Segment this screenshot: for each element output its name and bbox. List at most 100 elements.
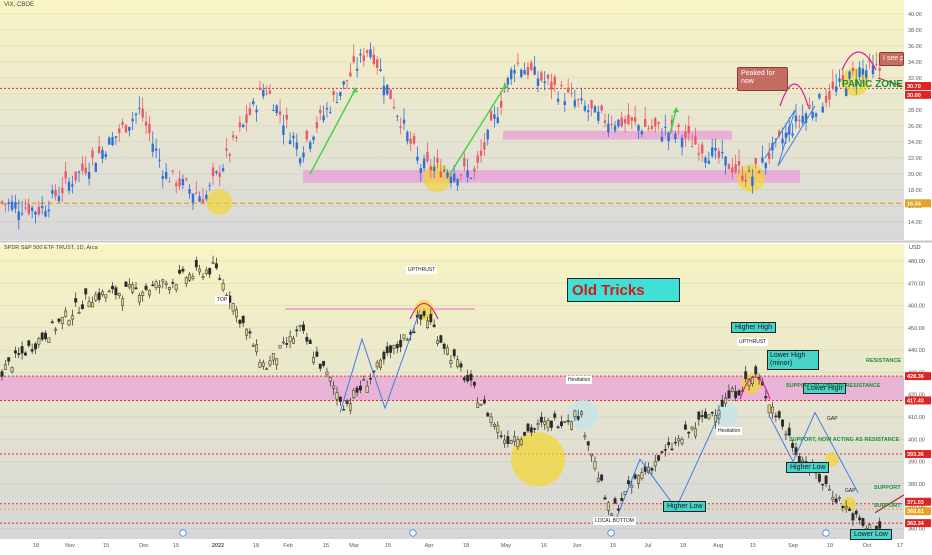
vix-candle-body xyxy=(231,135,235,138)
vix-candle-body xyxy=(677,124,680,128)
vix-candle-body xyxy=(432,166,436,171)
spy-candle-body xyxy=(221,283,225,291)
vix-green-arrowhead xyxy=(673,107,679,113)
vix-candle-body xyxy=(587,110,590,113)
vix-candle-body xyxy=(144,121,148,126)
vix-price-tag-3-bg xyxy=(905,199,931,208)
vix-candle-body xyxy=(731,167,734,173)
vix-candle-body xyxy=(734,164,737,172)
spy-candle-body xyxy=(613,498,617,504)
spy-candle-body xyxy=(308,339,312,344)
spy-candle-body xyxy=(824,475,828,485)
vix-candle-body xyxy=(684,131,687,138)
panic-zone-label: PANIC ZONE xyxy=(842,79,903,90)
vix-axis-tick-label: 32.00 xyxy=(908,76,922,82)
time-axis-bg xyxy=(0,539,904,550)
vix-candle-body xyxy=(828,91,831,100)
vix-green-trend-arrow xyxy=(449,85,506,175)
vix-candle-body xyxy=(268,90,272,94)
spy-candle-body xyxy=(851,513,855,521)
vix-green-arrowhead xyxy=(352,87,358,93)
vix-candle-body xyxy=(94,162,97,172)
spy-candle-body xyxy=(496,425,500,433)
vix-candle-body xyxy=(516,62,520,64)
vix-candle-body xyxy=(242,124,245,127)
spy-candle-body xyxy=(720,400,724,407)
vix-green-arrowhead xyxy=(502,83,508,89)
spy-candle-body xyxy=(533,428,537,430)
lower-high-minor-label: Lower High (minor) xyxy=(767,350,819,370)
i-see-note: I see pa xyxy=(879,52,904,66)
vix-candle-body xyxy=(121,122,124,125)
spy-price-tag: 362.34 xyxy=(907,521,925,527)
vix-candle-body xyxy=(148,123,151,134)
vix-candle-body xyxy=(164,171,168,179)
vix-axis-tick-label: 28.00 xyxy=(908,108,922,114)
spy-candle-body xyxy=(771,406,774,414)
vix-candle-body xyxy=(345,80,349,82)
vix-candle-body xyxy=(101,150,104,159)
vix-candle-body xyxy=(647,128,650,130)
vix-candle-body xyxy=(714,147,717,151)
spy-magenta-arc xyxy=(739,376,771,400)
spy-candle-body xyxy=(784,433,788,436)
spy-candle-body xyxy=(432,324,436,328)
vix-candle-body xyxy=(118,128,121,133)
vix-candle-body xyxy=(848,71,851,79)
vix-magenta-arc-2 xyxy=(841,51,877,71)
spy-candle-body xyxy=(697,411,701,420)
vix-candle-body xyxy=(530,62,533,70)
spy-candle-body xyxy=(838,497,841,499)
spy-candle-body xyxy=(459,363,463,368)
spy-candle-body xyxy=(737,390,741,396)
vix-candle-body xyxy=(178,178,181,187)
spy-candle-body xyxy=(395,344,399,349)
vix-candle-body xyxy=(57,196,61,202)
spy-axis-tick-label: 360.00 xyxy=(908,526,925,532)
spy-candle-body xyxy=(519,439,523,446)
spy-candle-body xyxy=(576,416,580,420)
spy-candle-body xyxy=(281,341,285,344)
vix-candle-body xyxy=(382,85,386,96)
time-axis-label: 15 xyxy=(750,543,756,549)
hesitation-label-1: Hesitation xyxy=(566,376,593,384)
spy-candle-body xyxy=(637,475,640,484)
time-axis-label: 18 xyxy=(680,543,686,549)
vix-candle-body xyxy=(623,119,627,124)
vix-candle-body xyxy=(878,68,881,71)
spy-candle-body xyxy=(137,294,141,303)
spy-candle-body xyxy=(399,339,403,348)
vix-axis-tick-label: 38.00 xyxy=(908,28,922,34)
spy-candle-body xyxy=(154,281,158,288)
spy-candle-body xyxy=(385,346,389,353)
vix-candle-body xyxy=(436,157,439,163)
vix-candle-body xyxy=(419,168,422,173)
vix-candle-body xyxy=(463,157,466,167)
vix-candle-body xyxy=(7,202,10,204)
support-acting-resistance-label: SUPPORT ACTING AS RESISTANCE xyxy=(786,383,881,389)
vix-candle-body xyxy=(737,161,741,166)
vix-candle-body xyxy=(359,53,362,56)
vix-candle-body xyxy=(469,177,473,179)
spy-candle-body xyxy=(134,287,138,289)
spy-candle-body xyxy=(633,474,637,479)
time-axis-label: Apr xyxy=(425,543,434,549)
spy-candle-body xyxy=(342,409,346,411)
spy-candle-body xyxy=(764,396,768,399)
spy-candle-body xyxy=(335,392,339,400)
spy-candle-body xyxy=(328,377,332,382)
vix-candle-body xyxy=(376,59,379,68)
vix-candle-body xyxy=(590,100,593,109)
vix-candle-body xyxy=(158,159,161,161)
spy-candle-body xyxy=(734,391,738,399)
spy-candle-body xyxy=(168,287,171,291)
spy-candle-body xyxy=(245,328,249,336)
vix-axis-tick-label: 24.00 xyxy=(908,140,922,146)
vix-candle-body xyxy=(747,170,751,172)
vix-candle-body xyxy=(798,119,801,121)
vix-candle-body xyxy=(104,154,108,157)
vix-candle-body xyxy=(443,170,446,172)
spy-candle-body xyxy=(858,517,862,521)
spy-candle-body xyxy=(724,397,728,404)
spy-candle-body xyxy=(650,468,654,471)
